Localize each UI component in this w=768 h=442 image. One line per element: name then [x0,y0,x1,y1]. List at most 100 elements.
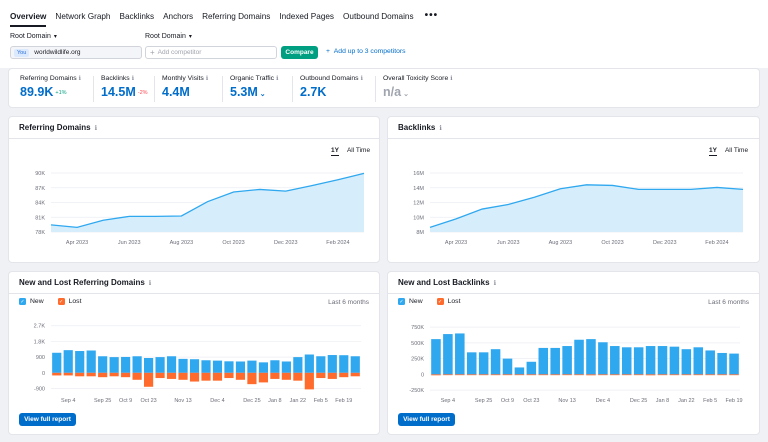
bar-new [98,356,108,373]
series-line [50,172,365,229]
metric-backlinks[interactable]: Backlinks ℹ 14.5M -2% [101,75,148,99]
chevron-down-icon: ▾ [188,34,192,40]
bar-lost [502,374,513,376]
bar-lost [562,374,572,376]
divider [222,76,223,102]
x-tick-label: Aug 2023 [549,240,573,246]
tab-referring-domains[interactable]: Referring Domains [202,12,271,21]
tab-anchors[interactable]: Anchors [163,12,194,21]
lost-checkbox[interactable]: ✓ [436,298,444,305]
range-all-time-button[interactable]: All Time [724,147,749,154]
bar-lost [645,374,656,376]
bar-new [562,346,572,375]
bar-new [316,356,326,373]
tab-overview[interactable]: Overview [10,9,47,27]
range-all-time-button[interactable]: All Time [346,147,371,154]
bar-lost [717,374,727,376]
x-tick-label: Apr 2023 [66,240,88,246]
x-tick-label: Dec 2023 [274,240,298,246]
bar-lost [86,372,96,377]
y-tick-label: 8M [416,230,424,236]
new-lost-backlinks-chart: 750K 500K 250K 0 -250K Sep 4 Sep 25 Oct 9 Oct 23… [409,325,742,404]
x-tick-label: Jan 8 [656,398,669,404]
nav-tabs: Overview Network Graph Backlinks Anchors… [10,9,447,27]
y-tick-label: 0 [421,372,424,378]
bar-lost [52,372,62,376]
bar-new [235,361,246,373]
bar-new [598,342,608,375]
divider [93,76,94,102]
y-tick-label: 84K [35,201,45,207]
divider [375,76,376,102]
bar-new [550,347,560,375]
x-tick-label: Jan 22 [678,398,695,404]
bar-lost [350,372,360,377]
divider [154,76,155,102]
metric-outbound-domains[interactable]: Outbound Domains ℹ 2.7K [300,75,363,99]
y-tick-label: 12M [413,201,424,207]
add-competitors-link[interactable]: + Add up to 3 competitors [326,48,406,55]
metric-organic-traffic[interactable]: Organic Traffic ℹ 5.3M ⌄ [230,75,278,99]
metric-toxicity[interactable]: Overall Toxicity Score ℹ n/a ⌄ [383,75,453,99]
competitor-root-domain-label: Root Domain [145,33,186,40]
y-tick-label: 0 [42,371,45,377]
series-line [429,184,744,229]
root-domain-select[interactable]: Root Domain ▾ [10,33,57,40]
info-icon: ℹ [94,125,98,132]
y-tick-label: 87K [35,186,45,192]
period-label: Last 6 months [708,299,749,306]
bar-new [293,357,303,373]
compare-button[interactable]: Compare [281,46,318,59]
bar-new [538,347,549,375]
view-full-report-button[interactable]: View full report [398,413,455,426]
bar-new [478,352,489,375]
bar-new [75,351,85,373]
view-full-report-button[interactable]: View full report [19,413,76,426]
bar-new [121,356,131,373]
bar-new [455,333,465,375]
domain-input[interactable]: You worldwildlife.org [10,46,142,59]
info-icon: ℹ [450,76,453,82]
more-tabs-button[interactable]: ••• [424,10,439,21]
backlinks-card: Backlinks ℹ 1Y All Time 16M 14M 12M 10M 8M Apr… [387,116,760,263]
metric-label: Outbound Domains [300,75,359,82]
new-lost-referring-domains-card: New and Lost Referring Domains ℹ ✓ New ✓ … [8,271,380,435]
x-tick-label: Jun 2023 [118,240,141,246]
tab-network-graph[interactable]: Network Graph [55,12,111,21]
bar-lost [327,372,337,379]
range-1y-button[interactable]: 1Y [331,147,339,156]
y-tick-label: 250K [411,357,424,363]
metric-value: 89.9K [20,85,54,99]
metric-label: Organic Traffic [230,75,275,82]
new-checkbox[interactable]: ✓ [398,298,405,305]
bar-new [633,347,644,375]
lost-checkbox[interactable]: ✓ [57,298,65,305]
competitor-input[interactable]: + Add competitor [145,46,277,59]
metric-monthly-visits[interactable]: Monthly Visits ℹ 4.4M [162,75,208,99]
x-tick-label: Sep 4 [61,398,75,404]
legend-lost-label: Lost [447,298,461,305]
period-label: Last 6 months [328,299,369,306]
x-tick-label: Oct 2023 [222,240,244,246]
tab-outbound-domains[interactable]: Outbound Domains [343,12,414,21]
competitor-root-domain-select[interactable]: Root Domain ▾ [145,33,192,40]
y-tick-label: 10M [413,215,424,221]
tab-indexed-pages[interactable]: Indexed Pages [279,12,335,21]
bar-lost [466,374,477,376]
metric-value: 5.3M [230,85,258,99]
metrics-strip: Referring Domains ℹ 89.9K +1% Backlinks ℹ 1… [8,68,760,108]
divider [9,293,379,294]
x-tick-label: Sep 4 [441,398,455,404]
bar-new [166,356,177,373]
divider [292,76,293,102]
bar-lost [304,372,314,390]
metric-value: 2.7K [300,85,327,99]
new-checkbox[interactable]: ✓ [19,298,26,305]
range-1y-button[interactable]: 1Y [709,147,717,156]
tab-backlinks[interactable]: Backlinks [119,12,155,21]
bar-new [514,367,525,375]
metric-referring-domains[interactable]: Referring Domains ℹ 89.9K +1% [20,75,81,99]
new-lost-backlinks-card: New and Lost Backlinks ℹ ✓ New ✓ Lost Las… [387,271,760,435]
add-competitors-label: Add up to 3 competitors [333,48,406,55]
bar-new [109,357,119,373]
